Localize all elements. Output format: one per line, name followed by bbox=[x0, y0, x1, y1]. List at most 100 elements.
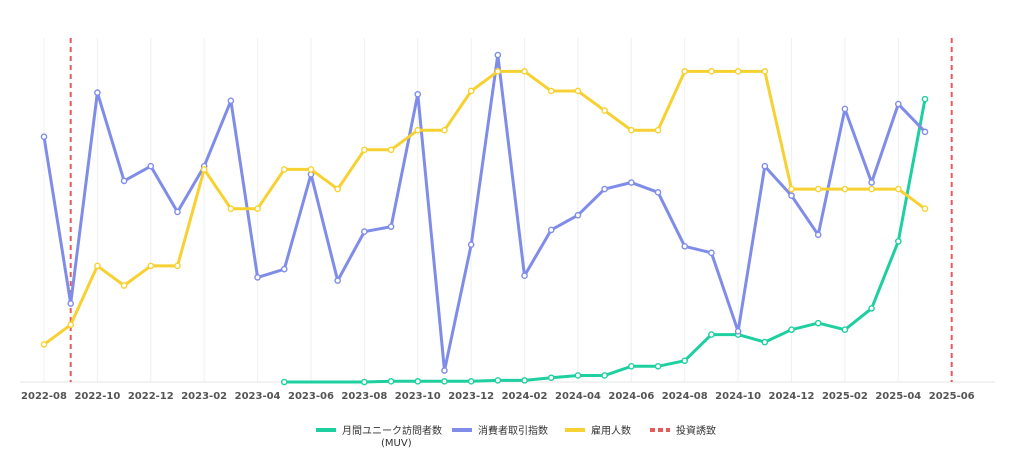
x-tick-label: 2022-12 bbox=[128, 391, 174, 402]
data-point[interactable] bbox=[361, 228, 368, 235]
data-point[interactable] bbox=[494, 51, 502, 59]
data-point[interactable] bbox=[441, 378, 448, 385]
data-point[interactable] bbox=[868, 179, 875, 186]
data-point[interactable] bbox=[334, 185, 341, 193]
data-point[interactable] bbox=[761, 162, 769, 170]
data-point[interactable] bbox=[788, 326, 795, 333]
data-point[interactable] bbox=[494, 377, 502, 384]
data-point[interactable] bbox=[361, 146, 368, 154]
data-point[interactable] bbox=[895, 100, 902, 108]
data-point[interactable] bbox=[547, 374, 555, 382]
data-point[interactable] bbox=[200, 166, 208, 173]
data-point[interactable] bbox=[414, 90, 422, 98]
data-point[interactable] bbox=[708, 68, 715, 75]
data-point[interactable] bbox=[387, 146, 395, 154]
data-point[interactable] bbox=[628, 179, 635, 186]
data-point[interactable] bbox=[280, 378, 288, 386]
data-point[interactable] bbox=[761, 338, 769, 346]
data-point[interactable] bbox=[601, 372, 608, 379]
legend-item[interactable]: 月間ユニーク訪問者数(MUV) bbox=[316, 424, 442, 449]
data-point[interactable] bbox=[921, 205, 929, 212]
data-point[interactable] bbox=[921, 128, 929, 136]
data-point[interactable] bbox=[280, 166, 288, 173]
legend-item[interactable]: 投資誘致 bbox=[650, 424, 716, 437]
data-point[interactable] bbox=[601, 185, 608, 193]
data-point[interactable] bbox=[494, 68, 502, 75]
data-point[interactable] bbox=[120, 282, 128, 289]
legend-item[interactable]: 消費者取引指数 bbox=[452, 424, 548, 437]
data-point[interactable] bbox=[94, 262, 101, 270]
data-point[interactable] bbox=[467, 87, 475, 95]
data-point[interactable] bbox=[441, 126, 448, 134]
data-point[interactable] bbox=[921, 95, 929, 103]
data-point[interactable] bbox=[895, 238, 902, 245]
data-point[interactable] bbox=[521, 272, 528, 280]
data-point[interactable] bbox=[521, 68, 528, 75]
data-point[interactable] bbox=[708, 249, 715, 257]
data-point[interactable] bbox=[414, 126, 422, 134]
data-point[interactable] bbox=[654, 363, 662, 370]
data-point[interactable] bbox=[895, 185, 902, 193]
data-point[interactable] bbox=[734, 328, 742, 335]
x-tick-label: 2023-06 bbox=[288, 391, 334, 402]
data-point[interactable] bbox=[601, 107, 608, 114]
data-point[interactable] bbox=[814, 319, 822, 327]
x-tick-label: 2023-02 bbox=[181, 391, 227, 402]
data-point[interactable] bbox=[574, 372, 582, 379]
data-point[interactable] bbox=[841, 185, 849, 193]
data-point[interactable] bbox=[574, 87, 582, 95]
data-point[interactable] bbox=[334, 277, 341, 284]
data-point[interactable] bbox=[441, 367, 448, 374]
data-point[interactable] bbox=[414, 378, 422, 385]
data-point[interactable] bbox=[654, 189, 662, 196]
data-point[interactable] bbox=[467, 378, 475, 385]
data-point[interactable] bbox=[227, 97, 235, 105]
data-point[interactable] bbox=[681, 357, 689, 365]
data-point[interactable] bbox=[841, 326, 849, 333]
data-point[interactable] bbox=[681, 242, 689, 250]
data-point[interactable] bbox=[120, 177, 128, 185]
data-point[interactable] bbox=[628, 126, 635, 134]
data-point[interactable] bbox=[467, 241, 475, 248]
data-point[interactable] bbox=[147, 262, 155, 270]
data-point[interactable] bbox=[67, 300, 74, 307]
data-point[interactable] bbox=[547, 87, 555, 95]
data-point[interactable] bbox=[788, 185, 795, 193]
data-point[interactable] bbox=[67, 321, 74, 329]
x-tick-label: 2025-06 bbox=[929, 391, 975, 402]
data-point[interactable] bbox=[654, 126, 662, 134]
x-tick-label: 2024-02 bbox=[502, 391, 548, 402]
data-point[interactable] bbox=[147, 162, 155, 170]
data-point[interactable] bbox=[387, 378, 395, 385]
data-point[interactable] bbox=[814, 231, 822, 239]
data-point[interactable] bbox=[307, 166, 315, 173]
data-point[interactable] bbox=[227, 205, 235, 212]
data-point[interactable] bbox=[254, 274, 261, 281]
data-point[interactable] bbox=[868, 185, 875, 193]
data-point[interactable] bbox=[628, 363, 635, 370]
legend: 月間ユニーク訪問者数(MUV) 消費者取引指数 雇用人数 投資誘致 bbox=[316, 424, 716, 449]
data-point[interactable] bbox=[868, 305, 875, 312]
data-point[interactable] bbox=[708, 331, 715, 338]
series-1 bbox=[40, 51, 929, 374]
data-point[interactable] bbox=[574, 211, 582, 219]
data-point[interactable] bbox=[681, 68, 689, 75]
data-point[interactable] bbox=[94, 89, 101, 96]
data-point[interactable] bbox=[841, 105, 849, 113]
data-point[interactable] bbox=[761, 68, 769, 75]
data-point[interactable] bbox=[521, 377, 528, 384]
data-point[interactable] bbox=[387, 223, 395, 230]
data-point[interactable] bbox=[280, 265, 288, 273]
data-point[interactable] bbox=[40, 341, 48, 348]
legend-item[interactable]: 雇用人数 bbox=[565, 424, 631, 437]
data-point[interactable] bbox=[254, 205, 261, 212]
data-point[interactable] bbox=[814, 185, 822, 193]
data-point[interactable] bbox=[734, 68, 742, 75]
x-tick-label: 2023-04 bbox=[235, 391, 281, 402]
data-point[interactable] bbox=[174, 262, 181, 270]
data-point[interactable] bbox=[361, 378, 368, 386]
data-point[interactable] bbox=[547, 226, 555, 234]
data-point[interactable] bbox=[174, 208, 181, 216]
data-point[interactable] bbox=[788, 192, 795, 199]
data-point[interactable] bbox=[40, 133, 48, 141]
